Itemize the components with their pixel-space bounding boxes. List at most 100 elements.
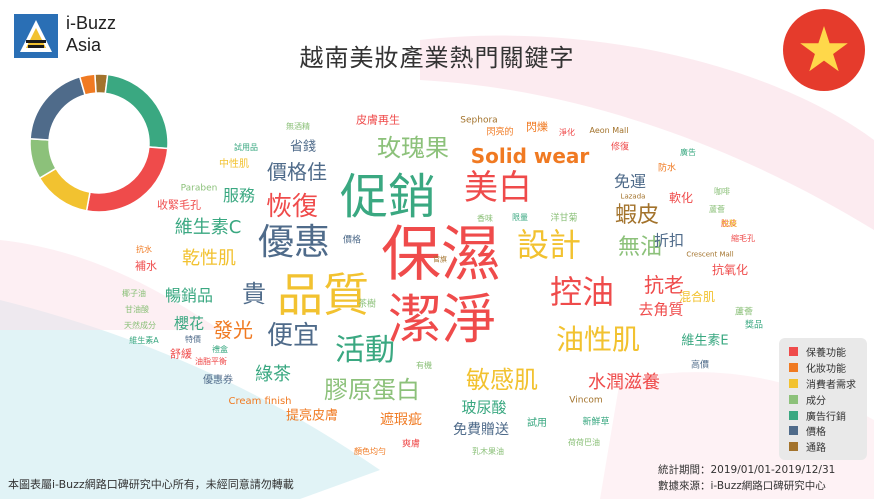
- word-cloud-keyword: 油脂平衡: [195, 357, 227, 366]
- legend-label: 化妝功能: [806, 364, 846, 376]
- legend-item: 保養功能: [779, 344, 867, 360]
- copyright-note: 本圖表屬i-Buzz網路口碑研究中心所有，未經同意請勿轉載: [8, 478, 294, 491]
- word-cloud-keyword: 修復: [610, 142, 630, 153]
- legend-item: 化妝功能: [779, 360, 867, 376]
- word-cloud-keyword: 潔淨: [388, 288, 496, 351]
- word-cloud-keyword: 淨化: [559, 128, 575, 137]
- word-cloud-keyword: 防水: [657, 163, 677, 174]
- word-cloud-keyword: 櫻花: [173, 314, 205, 333]
- period-text: 統計期間：2019/01/01-2019/12/31: [658, 464, 836, 476]
- legend-item: 成分: [779, 391, 867, 407]
- word-cloud-keyword: 便宜: [266, 321, 320, 351]
- word-cloud-keyword: 控油: [549, 273, 615, 311]
- donut-slice: [78, 73, 97, 96]
- word-cloud-keyword: 服務: [222, 186, 256, 205]
- chart-legend: 保養功能 化妝功能 消費者需求 成分 廣告行銷 價格 通路: [779, 338, 867, 460]
- word-cloud-keyword: 維生素A: [129, 336, 159, 345]
- word-cloud-keyword: 官旗: [433, 255, 447, 264]
- word-cloud-keyword: 甘油酸: [125, 305, 149, 314]
- word-cloud-keyword: 椰子油: [122, 289, 146, 298]
- word-cloud-keyword: 保濕: [381, 220, 501, 290]
- word-cloud-keyword: 閃亮的: [486, 127, 514, 138]
- word-cloud-keyword: 抗老: [644, 273, 684, 297]
- word-cloud-keyword: 恢復: [265, 192, 319, 222]
- page-title: 越南美妝產業熱門關鍵字: [299, 44, 575, 72]
- source-info: 統計期間：2019/01/01-2019/12/31 數據來源：i-Buzz網路…: [658, 462, 835, 494]
- word-cloud-keyword: 設計: [516, 226, 582, 264]
- word-cloud-keyword: 無酒精: [286, 122, 310, 131]
- word-cloud-keyword: 玫瑰果: [377, 134, 449, 162]
- legend-item: 價格: [779, 423, 867, 439]
- word-cloud-keyword: 乳木果油: [472, 447, 504, 456]
- word-cloud-keyword: 試用品: [234, 143, 258, 152]
- legend-swatch: [789, 363, 798, 373]
- word-cloud-keyword: 美白: [464, 168, 532, 208]
- word-cloud-keyword: Sephora: [460, 115, 498, 126]
- word-cloud-keyword: 中性肌: [219, 159, 249, 170]
- word-cloud-keyword: 敏感肌: [466, 366, 538, 394]
- word-cloud-keyword: 提亮皮膚: [285, 408, 339, 424]
- legend-label: 消費者需求: [806, 379, 856, 391]
- ibuzz-logo-icon: [14, 14, 58, 58]
- word-cloud-keyword: 包裝: [721, 219, 737, 228]
- legend-item: 消費者需求: [779, 376, 867, 392]
- legend-item: 通路: [779, 439, 867, 455]
- word-cloud-keyword: 蘆薈: [734, 307, 754, 318]
- word-cloud-keyword: 新鮮草: [582, 417, 610, 428]
- word-cloud-keyword: 閃爍: [526, 120, 548, 134]
- legend-label: 保養功能: [806, 348, 846, 360]
- legend-label: 價格: [806, 427, 826, 439]
- word-cloud-keyword: 咖啡: [714, 187, 730, 196]
- legend-label: 廣告行銷: [806, 411, 846, 423]
- word-cloud-keyword: 無油: [617, 235, 663, 260]
- legend-swatch: [789, 442, 798, 452]
- word-cloud-keyword: 收緊毛孔: [157, 198, 201, 212]
- legend-swatch: [789, 347, 798, 357]
- word-cloud-keyword: Aeon Mall: [589, 126, 629, 135]
- word-cloud-keyword: 皮膚再生: [356, 113, 400, 127]
- word-cloud-keyword: 品質: [277, 268, 369, 322]
- word-cloud-keyword: 免運: [613, 172, 647, 191]
- brand-name: i-Buzz Asia: [66, 12, 116, 56]
- word-cloud-keyword: 玻尿酸: [461, 398, 507, 417]
- legend-label: 通路: [806, 443, 826, 455]
- word-cloud-keyword: 舒緩: [170, 347, 192, 361]
- vietnam-flag-icon: [783, 9, 865, 91]
- word-cloud-keyword: Paraben: [180, 183, 218, 194]
- word-cloud-keyword: 抗水: [136, 245, 152, 254]
- word-cloud-keyword: 軟化: [668, 191, 694, 205]
- word-cloud-keyword: 限量: [512, 213, 528, 222]
- category-donut-chart: [29, 73, 169, 213]
- word-cloud-keyword: Lazada: [620, 192, 646, 201]
- word-cloud-keyword: 油性肌: [555, 323, 641, 356]
- word-cloud-keyword: 有機: [416, 361, 432, 370]
- word-cloud-keyword: 去角質: [638, 300, 684, 319]
- word-cloud-keyword: Cream finish: [228, 396, 292, 407]
- word-cloud-keyword: 香味: [477, 214, 493, 223]
- word-cloud-keyword: 荷荷巴油: [568, 438, 600, 447]
- word-cloud-keyword: 脫皮: [721, 219, 737, 228]
- word-cloud-keyword: 價格: [342, 235, 362, 246]
- word-cloud-keyword: Solid wear: [470, 144, 590, 168]
- legend-label: 成分: [806, 395, 826, 407]
- brand-line2: Asia: [66, 35, 102, 55]
- word-cloud-keyword: Vincom: [569, 395, 603, 406]
- legend-swatch: [789, 426, 798, 436]
- word-cloud-keyword: 混合肌: [678, 290, 716, 304]
- word-cloud-keyword: Crescent Mall: [686, 250, 734, 259]
- word-cloud-keyword: 補水: [135, 259, 157, 273]
- brand-line1: i-Buzz: [66, 13, 117, 33]
- word-cloud-keyword: 蘆薈: [709, 205, 725, 214]
- word-cloud-keyword: 抗氧化: [711, 263, 749, 277]
- word-cloud-keyword: 茶樹: [357, 299, 377, 310]
- word-cloud-keyword: 貴: [242, 280, 266, 308]
- word-cloud-keyword: 爽膚: [401, 439, 421, 450]
- word-cloud-keyword: 優惠券: [203, 375, 233, 386]
- word-cloud-keyword: 特價: [185, 335, 201, 344]
- word-cloud-keyword: 試用: [527, 418, 547, 429]
- word-cloud-keyword: 促銷: [339, 169, 437, 225]
- word-cloud-keyword: 折扣: [653, 231, 685, 250]
- legend-swatch: [789, 410, 798, 420]
